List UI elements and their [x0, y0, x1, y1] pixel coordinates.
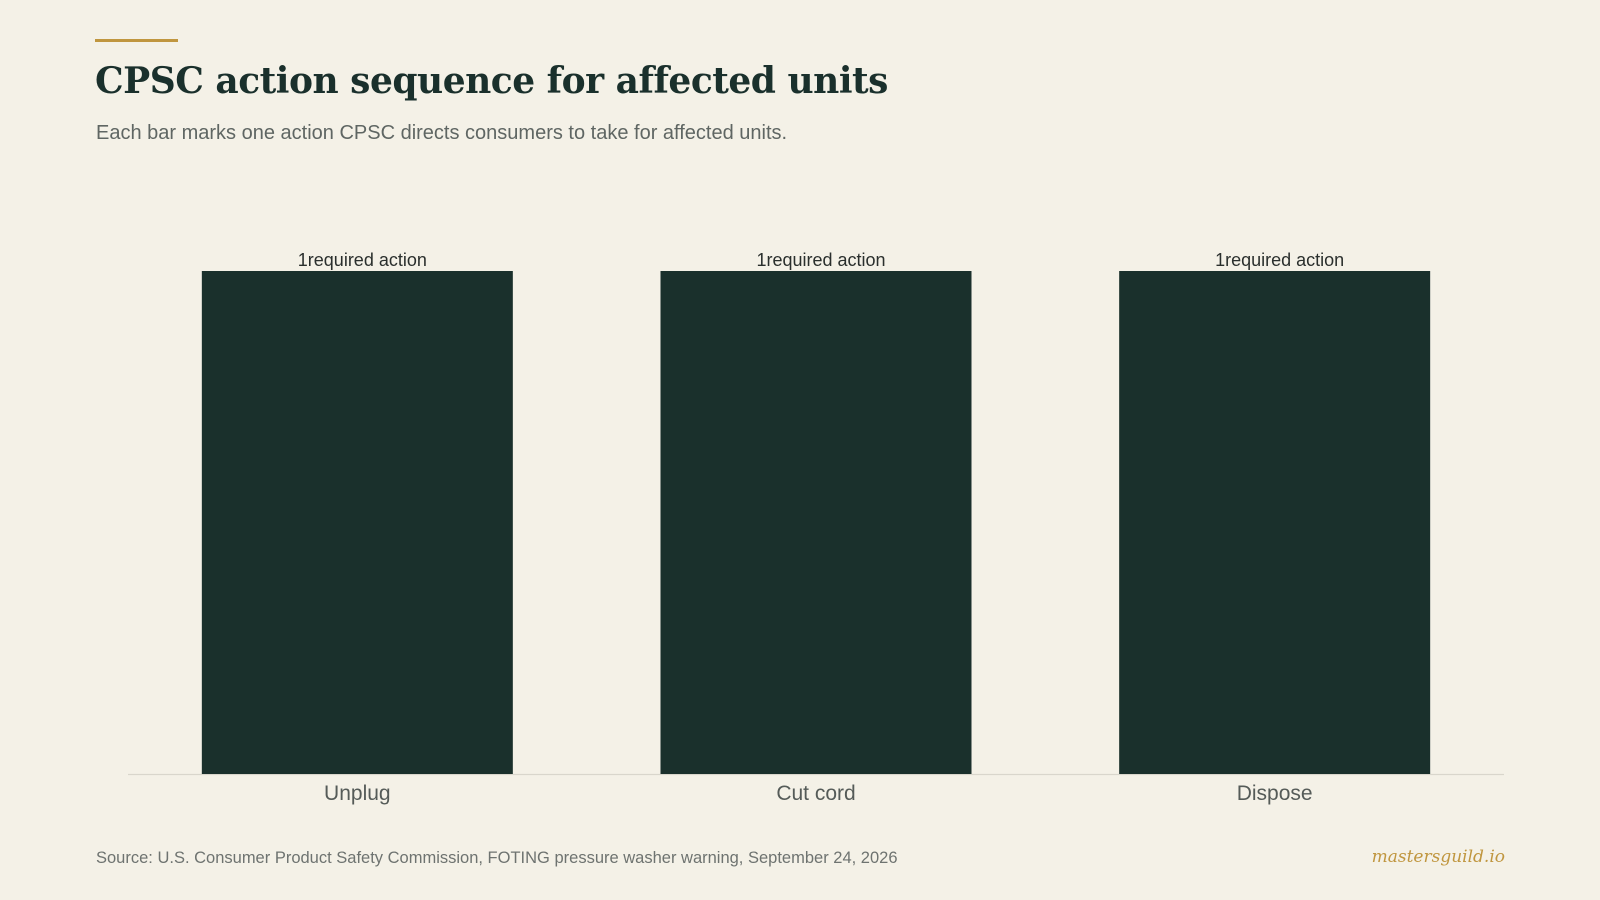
accent-rule — [95, 39, 178, 42]
bar-data-label: 1required action — [1215, 250, 1344, 270]
x-tick-label: Dispose — [1237, 782, 1313, 805]
source-note: Source: U.S. Consumer Product Safety Com… — [96, 849, 898, 867]
bar-2 — [660, 271, 972, 774]
x-tick-label: Cut cord — [776, 782, 855, 805]
x-tick-label: Unplug — [324, 782, 391, 805]
bar-3 — [1119, 271, 1431, 774]
bar-data-label: 1required action — [298, 250, 427, 270]
chart-subtitle: Each bar marks one action CPSC directs c… — [96, 122, 788, 144]
brand-wordmark: mastersguild.io — [1371, 847, 1505, 867]
chart-title: CPSC action sequence for affected units — [95, 60, 888, 102]
bar-1 — [201, 271, 513, 774]
bar-data-label: 1required action — [756, 250, 885, 270]
